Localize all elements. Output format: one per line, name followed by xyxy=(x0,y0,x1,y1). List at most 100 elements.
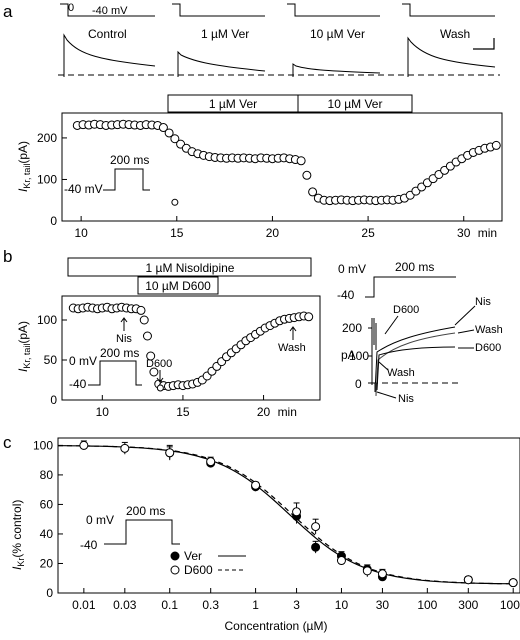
legend-c: Ver D600 xyxy=(170,549,246,577)
plot-c-ylabel: IKr(% control) xyxy=(10,500,26,570)
plot-a-point xyxy=(491,140,501,150)
scale-bar xyxy=(473,38,495,50)
right-inset-arrow-nis-top xyxy=(454,305,476,326)
plot-a-axes: 10 15 20 25 30 min 0 100 200 xyxy=(37,131,497,240)
plot-b-extra-point xyxy=(156,384,164,392)
plot-c-xtick-label: 10 xyxy=(335,598,349,612)
right-inset-protocol xyxy=(365,276,456,298)
plot-c-ytick-label: 60 xyxy=(40,497,54,511)
plot-c-xtick-label: 300 xyxy=(458,598,478,612)
plot-b-point xyxy=(139,315,149,325)
plot-b-point xyxy=(146,351,156,361)
drug-bar-nisoldipine-label: 1 µM Nisoldipine xyxy=(146,261,235,275)
plot-a-xtick-label: 10 xyxy=(74,226,88,240)
right-inset-ytick-200: 200 xyxy=(342,321,362,335)
arrow-wash xyxy=(289,326,297,340)
inset-protocol-a xyxy=(103,168,150,191)
trace-label-control: Control xyxy=(88,27,127,41)
point-d600 xyxy=(311,522,321,532)
inset-c-voltage: 0 mV xyxy=(86,513,114,527)
point-d600 xyxy=(206,457,216,467)
right-inset-ytick-100: 100 xyxy=(349,349,369,363)
plot-a-point xyxy=(158,123,168,133)
right-inset-label-d600-right: D600 xyxy=(475,342,501,354)
inset-b-pulse: 200 ms xyxy=(100,346,139,360)
plot-b-xtick-label: 10 xyxy=(96,405,110,419)
plot-c-xtick-label: 1 xyxy=(252,598,259,612)
plot-a-xtick-label: 25 xyxy=(361,226,375,240)
arrow-d600 xyxy=(156,370,164,383)
panel-c-letter: c xyxy=(3,433,12,452)
panel-a-letter: a xyxy=(3,2,13,21)
plot-b-xtick-label: 20 xyxy=(257,405,271,419)
right-inset-pulse: 200 ms xyxy=(395,260,434,274)
inset-c-holding: -40 xyxy=(80,538,98,552)
current-traces-a xyxy=(63,33,496,77)
trace-holding-label: -40 mV xyxy=(92,5,128,17)
plot-b-ytick-label: 100 xyxy=(37,313,57,327)
plot-a-xtick-label: 20 xyxy=(266,226,280,240)
inset-a-holding: -40 mV xyxy=(64,182,103,196)
current-trace-control xyxy=(63,33,156,77)
panel-a: a 0 -40 mV Control 1 µM Ver 10 µM Ver Wa… xyxy=(3,2,503,240)
right-inset-arrow-wash-right xyxy=(457,329,475,334)
point-d600 xyxy=(292,507,302,517)
legend-label-d600: D600 xyxy=(184,563,213,577)
current-trace-1um xyxy=(177,50,266,77)
drug-bar-10um-ver-label: 10 µM Ver xyxy=(328,97,383,111)
plot-b-frame xyxy=(61,295,321,401)
plot-c-ytick-label: 100 xyxy=(33,438,53,452)
right-inset-arrow-nis-low xyxy=(376,391,397,399)
trace-voltage-label: 0 xyxy=(68,2,74,14)
inset-b-voltage: 0 mV xyxy=(69,354,97,368)
plot-c-fit-curves xyxy=(57,445,514,585)
plot-a-points xyxy=(72,119,501,206)
point-d600 xyxy=(377,569,387,579)
fit-curve-d600 xyxy=(57,445,514,585)
plot-a-ylabel: IKr, tail(pA) xyxy=(16,141,32,192)
right-inset-voltage: 0 mV xyxy=(338,262,366,276)
legend-marker-d600 xyxy=(170,565,180,575)
inset-b-holding: -40 xyxy=(69,377,87,391)
plot-b-ytick-label: 0 xyxy=(50,393,57,407)
right-inset-holding: -40 xyxy=(337,288,355,302)
right-inset-label-d600-top: D600 xyxy=(393,304,419,316)
voltage-trace-wash xyxy=(402,3,495,17)
right-inset-arrow-wash-low xyxy=(378,361,389,371)
point-d600 xyxy=(165,448,175,458)
plot-b-x-unit: min xyxy=(278,405,297,419)
plot-c-xtick-label: 3 xyxy=(293,598,300,612)
plot-b-points xyxy=(68,302,314,392)
current-trace-10um xyxy=(292,63,381,77)
plot-c-ytick-label: 40 xyxy=(40,527,54,541)
current-trace-wash-b xyxy=(375,332,456,397)
point-d600 xyxy=(79,440,89,450)
inset-protocol-b xyxy=(88,360,142,386)
right-inset-ytick-0: 0 xyxy=(355,377,362,391)
plot-b-point xyxy=(142,331,152,341)
right-inset-arrow-d600-top xyxy=(384,315,399,335)
current-trace-nis xyxy=(374,326,456,393)
point-d600 xyxy=(120,443,130,453)
plot-a-ytick-label: 100 xyxy=(37,172,57,186)
drug-bar-nisoldipine xyxy=(67,257,312,277)
plot-c-xlabel: Concentration (µM) xyxy=(225,619,328,633)
plot-a-point xyxy=(170,134,180,144)
voltage-trace-1um xyxy=(172,3,265,17)
plot-c-xtick-label: 100 xyxy=(417,598,437,612)
right-inset-label-nis-top: Nis xyxy=(475,296,491,308)
plot-c-ytick-label: 80 xyxy=(40,468,54,482)
current-trace-d600 xyxy=(376,346,456,391)
drug-bar-d600-label: 10 µM D600 xyxy=(145,279,211,293)
current-trace-spike xyxy=(373,318,377,350)
arrow-nis xyxy=(120,317,128,331)
plot-c-xtick-label: 30 xyxy=(376,598,390,612)
plot-b-xtick-label: 15 xyxy=(176,405,190,419)
drug-bar-1um-ver-label: 1 µM Ver xyxy=(209,97,257,111)
drug-bar-10um-ver xyxy=(297,94,413,113)
plot-c-ytick-label: 20 xyxy=(40,556,54,570)
point-d600 xyxy=(508,578,518,588)
